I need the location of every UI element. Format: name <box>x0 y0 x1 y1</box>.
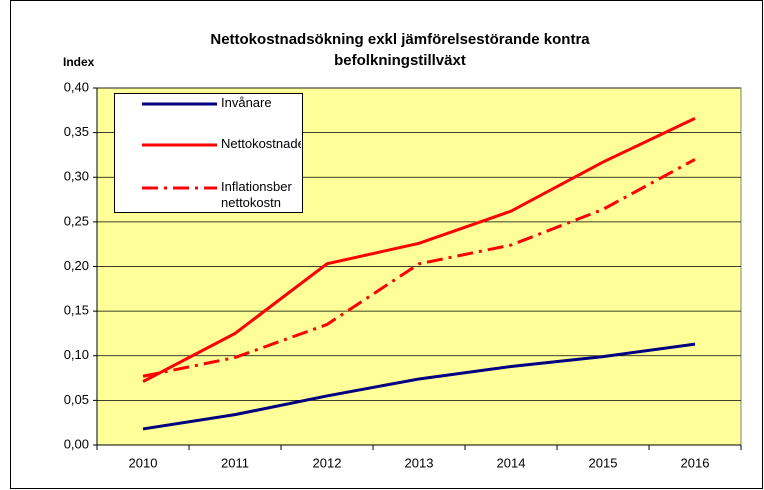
series-line <box>142 116 696 383</box>
title-line: Nettokostnadsökning exkl jämförelsestöra… <box>210 31 590 48</box>
y-tick-label: 0,35 <box>64 124 89 139</box>
y-tick-label: 0,10 <box>64 347 89 362</box>
x-tick-label: 2013 <box>405 455 434 470</box>
x-tick-label: 2011 <box>221 455 249 470</box>
legend-label-box: Invånare <box>221 95 272 110</box>
legend-label: Invånare <box>221 95 272 110</box>
legend-label-box: Inflationsber nettokostn <box>221 179 292 210</box>
x-tick-label: 2010 <box>129 455 158 470</box>
y-tick-label: 0,25 <box>64 213 89 228</box>
x-tick-label: 2015 <box>589 455 618 470</box>
x-tick-label: 2014 <box>497 455 526 470</box>
y-tick-label: 0,05 <box>64 392 89 407</box>
chart-title: Nettokostnadsökning exkl jämförelsestöra… <box>210 31 590 69</box>
legend-label-box: Nettokostnader <box>221 136 301 151</box>
legend: Invånare Nettokostnader Inflationsber nett… <box>114 93 303 213</box>
series-line <box>142 342 696 431</box>
series-line <box>142 158 696 378</box>
y-tick-label: 0,40 <box>64 79 89 94</box>
legend-label: Inflationsber nettokostn <box>221 179 292 210</box>
legend-label: Nettokostnader <box>221 136 301 151</box>
y-tick-label: 0,00 <box>64 436 89 451</box>
y-axis-label: Index <box>63 55 95 69</box>
title-line: befolkningstillväxt <box>334 52 466 69</box>
y-tick-label: 0,20 <box>64 258 89 273</box>
y-tick-label: 0,30 <box>64 169 89 184</box>
x-tick-label: 2012 <box>313 455 342 470</box>
x-tick-label: 2016 <box>681 455 710 470</box>
legend-box <box>114 93 303 213</box>
y-tick-label: 0,15 <box>64 303 89 318</box>
